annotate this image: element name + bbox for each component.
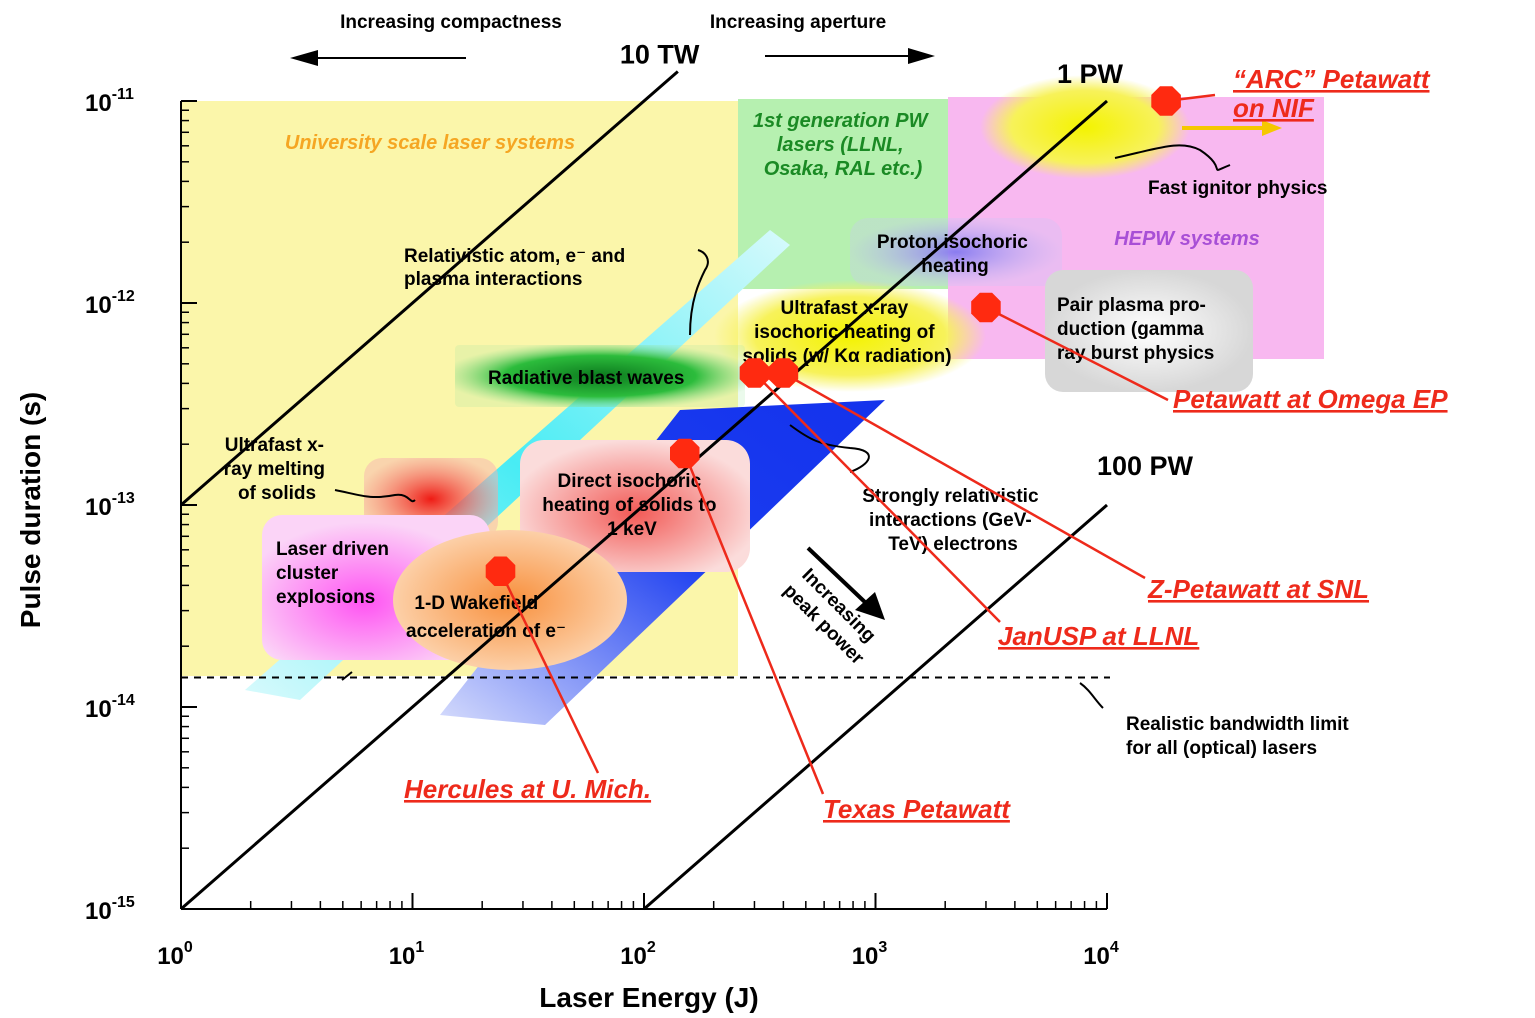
y-axis-title: Pulse duration (s) — [15, 392, 46, 628]
proton-heating-blob — [850, 218, 1062, 286]
relativistic-leader — [689, 249, 709, 336]
power-line — [643, 503, 1108, 911]
x-axis-title: Laser Energy (J) — [539, 982, 758, 1013]
facility-label: JanUSP at LLNL — [998, 621, 1199, 651]
peak-power-label: Increasing peak power — [779, 563, 885, 669]
aperture-indicator: Increasing aperture — [710, 12, 935, 64]
y-tick-label: 10-12 — [85, 288, 135, 319]
y-tick-label: 10-11 — [85, 86, 134, 117]
power-line-label: 100 PW — [1097, 451, 1194, 481]
facility-marker — [670, 438, 700, 469]
facility-marker — [485, 556, 516, 586]
blast-wave-label: Radiative blast waves — [488, 368, 684, 389]
compactness-indicator: Increasing compactness — [290, 12, 562, 66]
facility-marker — [768, 358, 799, 388]
compactness-label: Increasing compactness — [340, 12, 562, 33]
y-tick-label: 10-15 — [85, 894, 135, 925]
pair-plasma-label: Pair plasma pro- duction (gamma ray burs… — [1057, 295, 1214, 364]
relativistic-label: Relativistic atom, e⁻ and plasma interac… — [404, 246, 631, 290]
facility-label: Z-Petawatt at SNL — [1147, 574, 1369, 604]
facility-leader — [985, 306, 1169, 402]
first-gen-label: 1st generation PW lasers (LLNL, Osaka, R… — [753, 110, 933, 180]
bandwidth-label: Realistic bandwidth limit for all (optica… — [1126, 714, 1349, 759]
blast-wave-blob — [455, 345, 745, 407]
x-tick-label: 100 — [157, 939, 193, 970]
x-tick-label: 103 — [852, 939, 888, 970]
diagonal-arrow-icon — [855, 592, 885, 620]
strongly-relativistic-label: Strongly relativistic interactions (GeV-… — [862, 486, 1044, 555]
facility-label: “ARC” Petawatt on NIF — [1233, 64, 1431, 123]
power-line — [180, 99, 1108, 911]
aperture-label: Increasing aperture — [710, 12, 886, 33]
facility-leader — [753, 372, 1001, 623]
hepw-label: HEPW systems — [1114, 228, 1260, 250]
melting-label: Ultrafast x- ray melting of solids — [224, 435, 331, 504]
cluster-label: Laser driven cluster explosions — [276, 539, 394, 608]
y-tick-label: 10-14 — [85, 692, 135, 723]
facilities: “ARC” Petawatt on NIF Petawatt at Omega EP… — [404, 64, 1448, 824]
strongly-relativistic-leader — [789, 424, 870, 473]
pair-plasma-blob — [1045, 270, 1253, 392]
facility-leader — [683, 452, 825, 795]
cluster-leader — [341, 671, 353, 681]
facility-label: Hercules at U. Mich. — [404, 774, 651, 804]
power-lines: 10 TW 1 PW 100 PW — [180, 39, 1194, 911]
right-arrow-icon — [908, 48, 935, 64]
facility-label: Texas Petawatt — [823, 794, 1011, 824]
facility-marker — [1151, 86, 1181, 116]
x-tick-label: 104 — [1083, 939, 1119, 970]
power-line-label: 1 PW — [1057, 59, 1124, 89]
ultrafast-xray-label: Ultrafast x-ray isochoric heating of sol… — [742, 298, 951, 367]
facility-marker — [739, 358, 770, 388]
fast-ignitor-arrowhead — [1262, 120, 1282, 136]
x-tick-label: 102 — [620, 939, 656, 970]
bandwidth-limit: Realistic bandwidth limit for all (optica… — [181, 676, 1349, 759]
bandwidth-leader — [1079, 682, 1104, 709]
x-tick-label: 101 — [389, 939, 425, 970]
facility-leader — [782, 371, 1146, 580]
facility-marker — [971, 292, 1001, 323]
facility-label: Petawatt at Omega EP — [1173, 384, 1448, 414]
wakefield-blob — [393, 530, 627, 670]
power-line — [180, 70, 679, 507]
melting-leader — [334, 489, 416, 503]
fast-ignitor-label: Fast ignitor physics — [1148, 178, 1327, 199]
proton-heating-label: Proton isochoric heating — [877, 232, 1033, 277]
peak-power-indicator: Increasing peak power — [779, 546, 885, 669]
facility-leader — [499, 570, 600, 774]
power-line-label: 10 TW — [620, 39, 700, 69]
direct-heating-label: Direct isochoric heating of solids to 1 … — [542, 471, 721, 540]
university-label: University scale laser systems — [285, 132, 575, 154]
y-tick-label: 10-13 — [85, 490, 135, 521]
left-arrow-icon — [290, 50, 318, 66]
fast-ignitor-leader — [1114, 144, 1231, 171]
